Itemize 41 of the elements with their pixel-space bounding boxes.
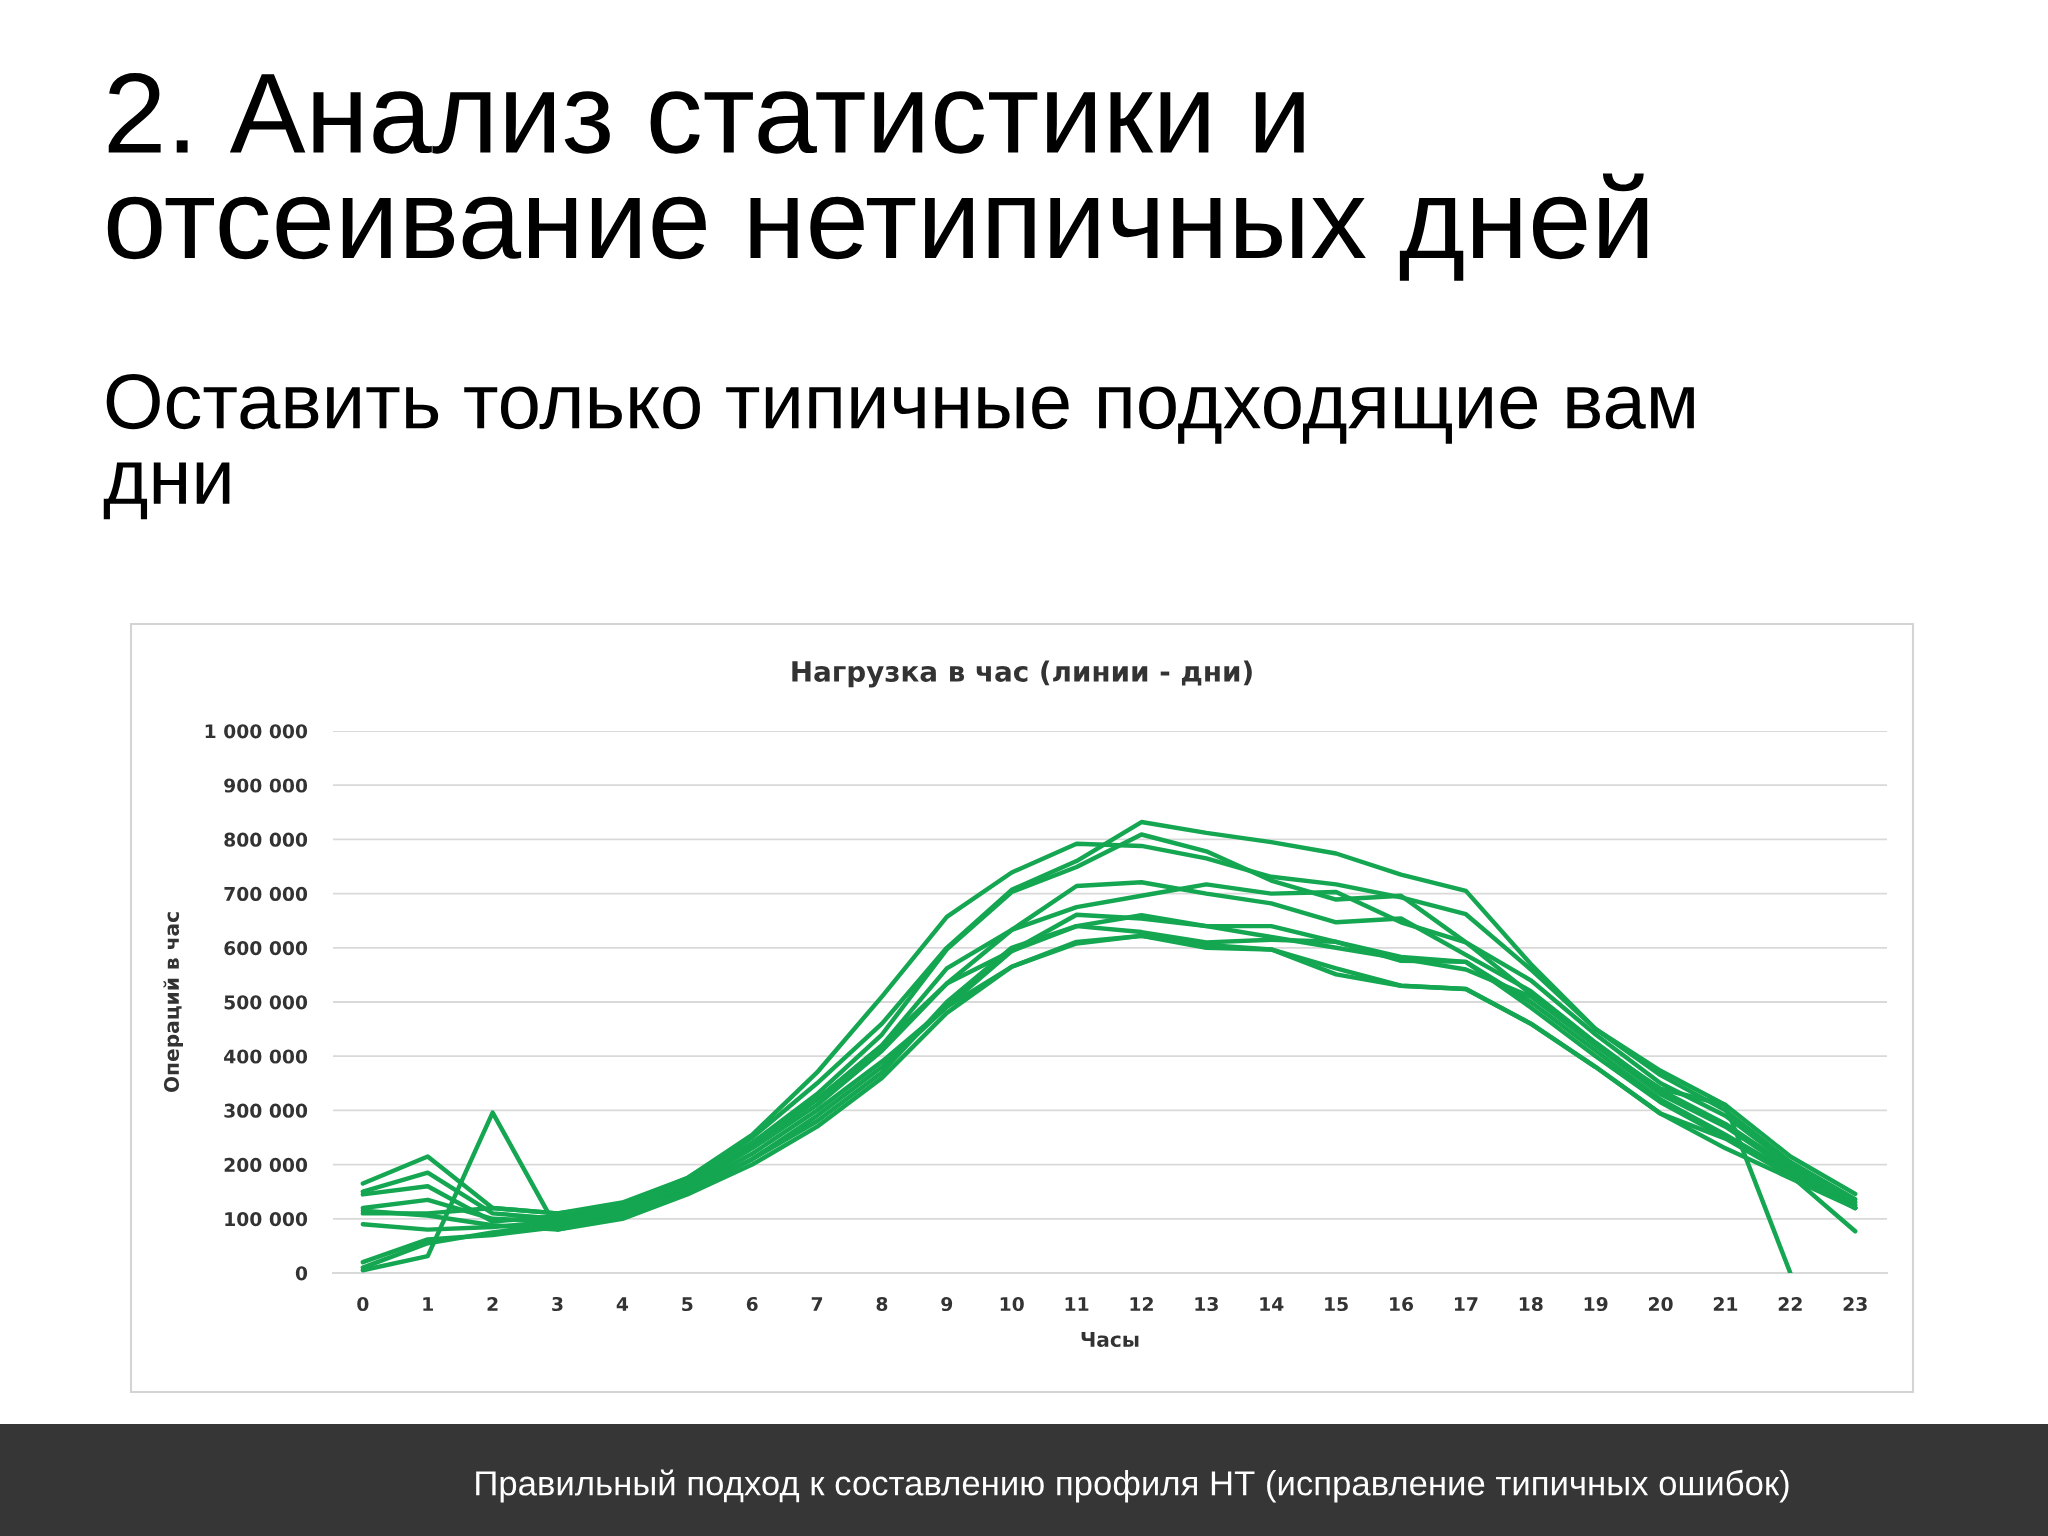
x-axis-title: Часы	[1081, 1332, 1139, 1348]
x-tick-label: 18	[1519, 1296, 1543, 1312]
y-tick-label: 900 000	[224, 778, 308, 793]
x-tick-label: 9	[941, 1296, 953, 1312]
x-tick-label: 13	[1195, 1296, 1218, 1312]
x-tick-label: 14	[1260, 1297, 1284, 1311]
text: Оставить только типичные подходящие вам дни	[103, 374, 1694, 520]
x-tick-label: 3	[552, 1296, 563, 1312]
x-tick-label: 4	[616, 1297, 629, 1311]
y-tick-label: 800 000	[224, 832, 308, 847]
x-tick-label: 20	[1648, 1296, 1673, 1312]
y-tick-label: 700 000	[224, 886, 308, 901]
x-tick-label: 21	[1713, 1296, 1738, 1311]
x-tick-label: 19	[1584, 1296, 1608, 1312]
y-tick-label: 100 000	[225, 1212, 308, 1227]
y-tick-label: 0	[295, 1266, 308, 1281]
x-tick-label: 6	[746, 1296, 758, 1312]
x-tick-label: 23	[1843, 1296, 1867, 1312]
x-tick-label: 5	[682, 1297, 693, 1312]
x-tick-label: 17	[1454, 1297, 1478, 1311]
x-tick-label: 15	[1325, 1297, 1348, 1312]
x-tick-label: 2	[487, 1296, 498, 1311]
x-tick-label: 12	[1130, 1296, 1153, 1311]
x-tick-label: 7	[811, 1297, 823, 1311]
x-tick-label: 1	[423, 1297, 433, 1311]
y-tick-label: 500 000	[224, 995, 308, 1010]
y-tick-label: 400 000	[224, 1049, 308, 1064]
y-tick-label: 600 000	[224, 941, 308, 956]
y-tick-label: 1 000 000	[205, 724, 308, 739]
x-tick-label: 16	[1390, 1296, 1414, 1312]
text: Правильный подход к составлению профиля НТ (исправление типичных ошибок)	[476, 1469, 1789, 1503]
x-tick-label: 8	[876, 1296, 888, 1312]
x-tick-label: 10	[1000, 1296, 1024, 1312]
y-tick-label: 300 000	[224, 1103, 308, 1118]
x-tick-label: 22	[1778, 1296, 1802, 1311]
y-tick-label: 200 000	[224, 1157, 308, 1172]
x-tick-label: 11	[1065, 1297, 1089, 1311]
y-axis-title: Операций в час	[163, 912, 183, 1092]
text: 2. Анализ статистики и отсеивание нетипичных дней	[107, 73, 1648, 281]
chart-title: Нагрузка в час (линии - дни)	[792, 660, 1252, 688]
x-tick-label: 0	[357, 1296, 369, 1312]
